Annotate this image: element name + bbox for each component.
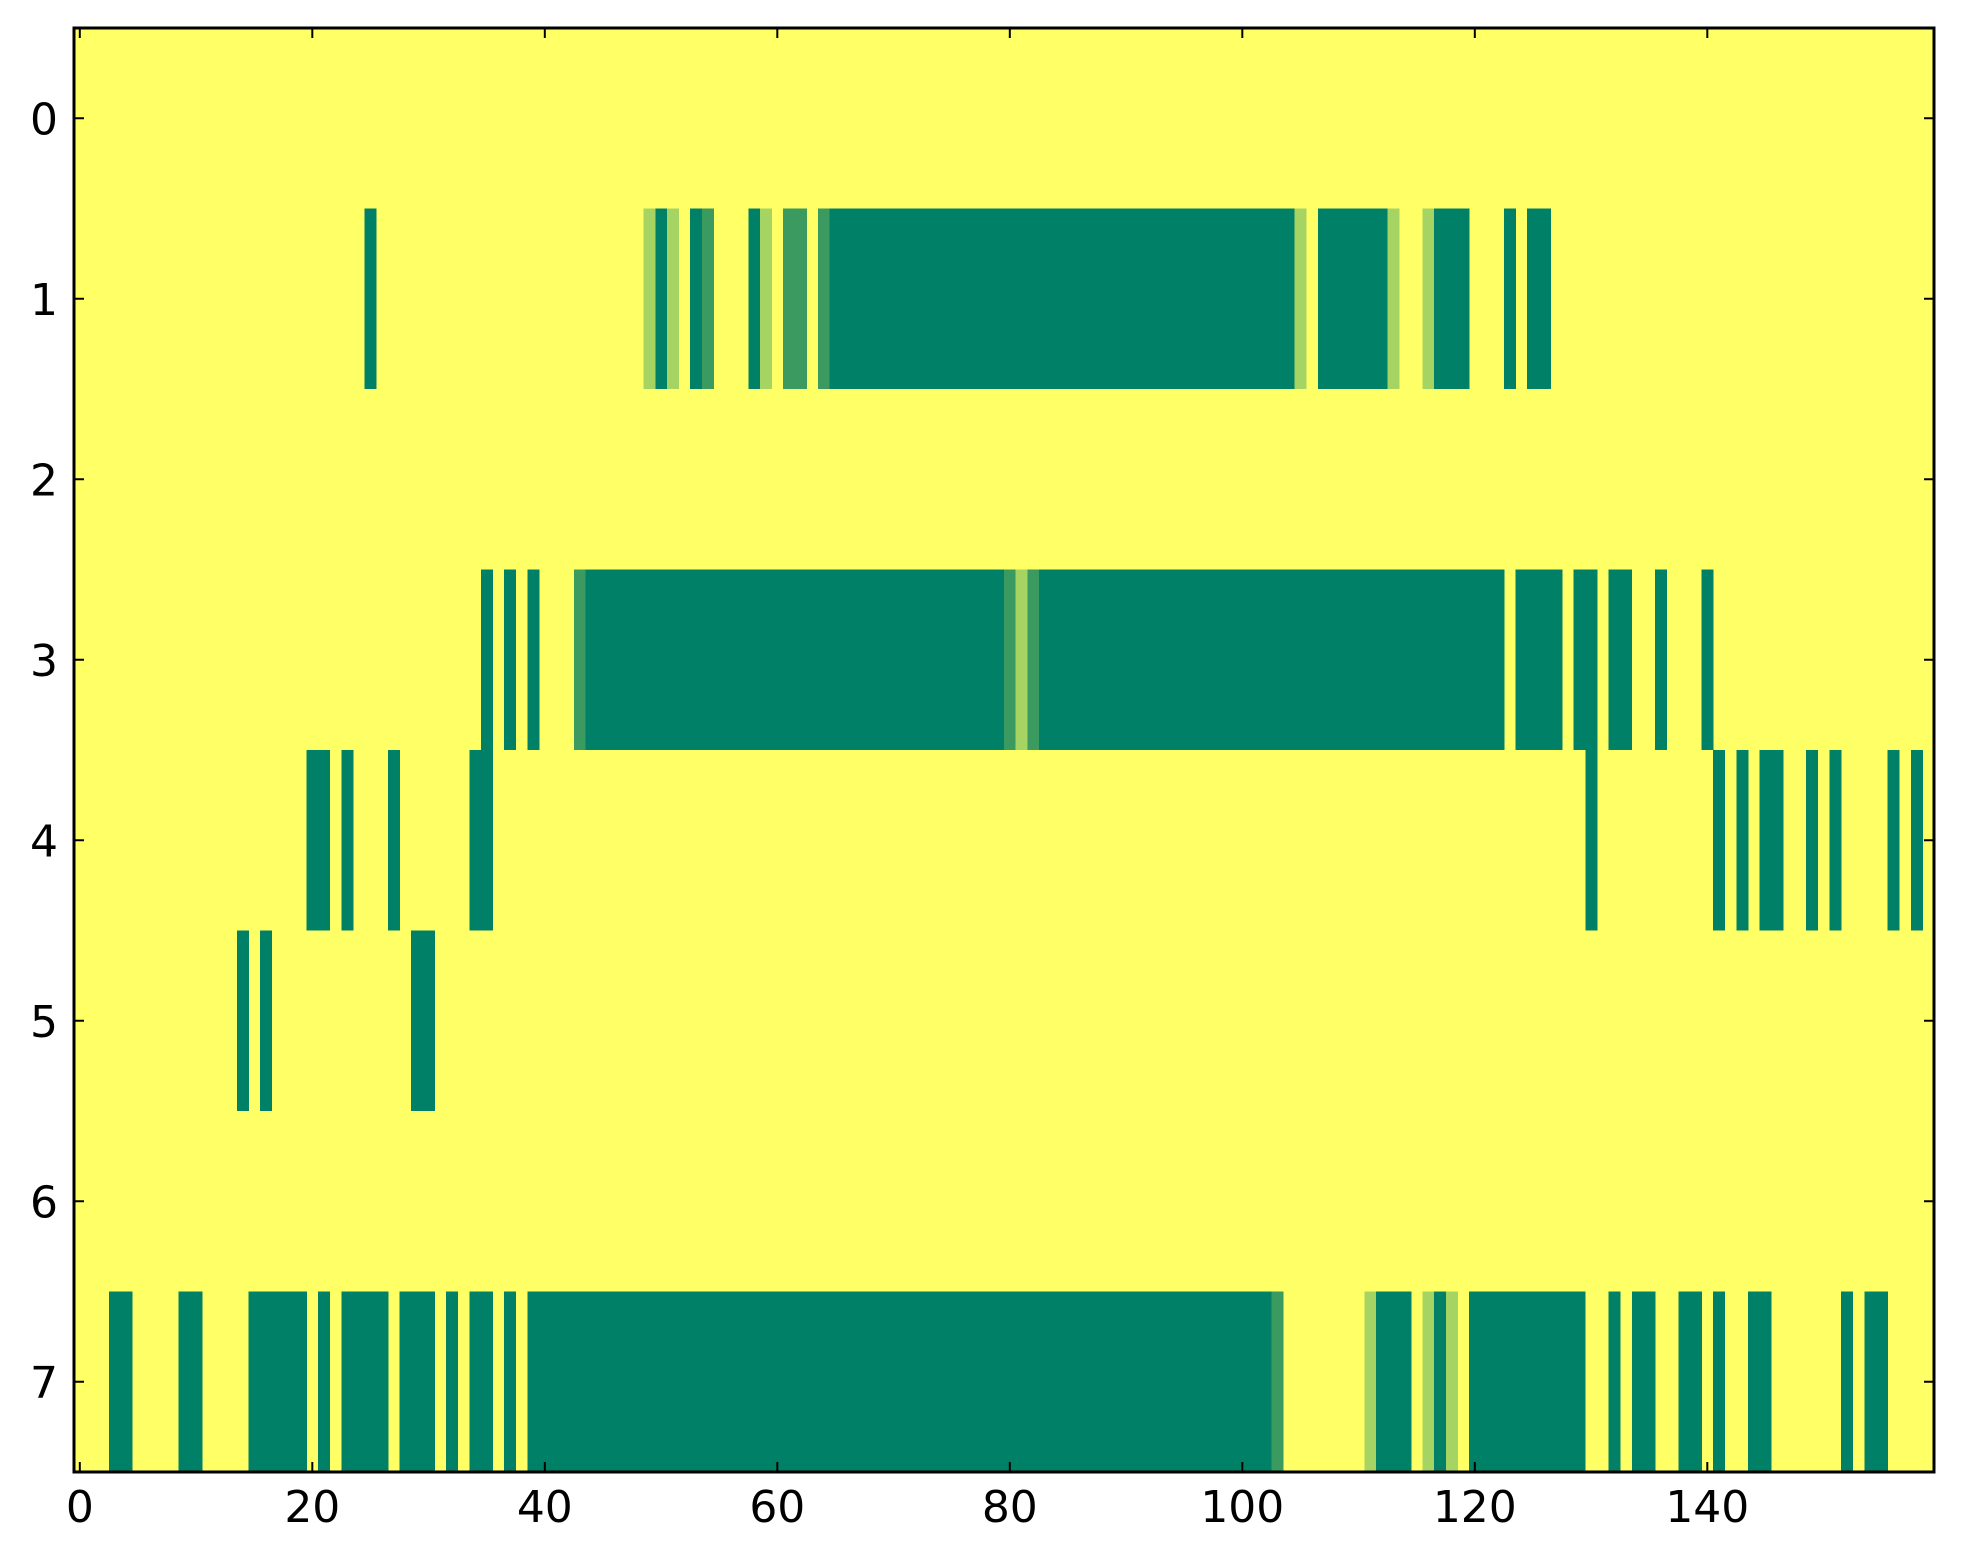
heatmap-cell-row3-39 [527, 569, 540, 750]
heatmap-cell-row7-132 [1608, 1291, 1621, 1472]
heatmap-cell-row3-43 [573, 569, 586, 750]
heatmap-cell-row7-34 [469, 1291, 493, 1472]
heatmap-cell-row7-15 [248, 1291, 307, 1472]
heatmap-cell-row1-50 [655, 208, 668, 389]
heatmap-cell-row1-123 [1503, 208, 1516, 389]
heatmap-cell-row3-132 [1608, 569, 1633, 750]
heatmap-cell-row1-65 [829, 208, 1296, 389]
heatmap-cell-row1-113 [1387, 208, 1400, 389]
heatmap-cell-row4-34 [469, 750, 493, 931]
heatmap-cell-row1-105 [1294, 208, 1307, 389]
heatmap-cell-row7-112 [1376, 1291, 1412, 1472]
heatmap-cell-row7-23 [341, 1291, 389, 1472]
heatmap-cell-row1-49 [643, 208, 656, 389]
heatmap-cell-row1-116 [1422, 208, 1435, 389]
heatmap-cell-row7-141 [1713, 1291, 1726, 1472]
heatmap-cell-row7-120 [1469, 1291, 1586, 1472]
heatmap-cell-row4-23 [341, 750, 354, 931]
heatmap-cell-row1-125 [1527, 208, 1551, 389]
heatmap-cell-row1-107 [1317, 208, 1389, 389]
heatmap-cell-row4-141 [1713, 750, 1726, 931]
heatmap-cell-row1-53 [690, 208, 703, 389]
x-tick-label: 40 [517, 1482, 573, 1533]
heatmap-cell-row4-130 [1585, 750, 1598, 931]
heatmap-cell-row4-27 [387, 750, 400, 931]
heatmap-cell-row1-51 [666, 208, 679, 389]
heatmap-cell-row5-29 [411, 930, 435, 1111]
heatmap-cell-row1-61 [783, 208, 807, 389]
x-tick-label: 140 [1665, 1482, 1749, 1533]
heatmap-cell-row3-44 [585, 569, 1005, 750]
heatmap-cell-row3-81 [1015, 569, 1028, 750]
heatmap-cell-row1-58 [748, 208, 761, 389]
heatmap-cell-row4-149 [1806, 750, 1819, 931]
heatmap-cell-row4-145 [1759, 750, 1784, 931]
heatmap-cell-row7-144 [1748, 1291, 1772, 1472]
heatmap-cell-row7-111 [1364, 1291, 1377, 1472]
x-tick-label: 120 [1433, 1482, 1517, 1533]
heatmap-cell-row1-54 [701, 208, 714, 389]
heatmap-cell-row3-35 [480, 569, 493, 750]
heatmap-cell-row7-21 [318, 1291, 331, 1472]
heatmap-cell-row3-37 [504, 569, 517, 750]
heatmap-cell-row1-64 [818, 208, 831, 389]
heatmap-cell-row7-37 [504, 1291, 517, 1472]
heatmap-cell-row4-158 [1910, 750, 1923, 931]
heatmap-cell-row5-16 [260, 930, 273, 1111]
y-tick-label: 5 [30, 997, 58, 1048]
heatmap-cell-row3-83 [1038, 569, 1505, 750]
heatmap-cell-row1-117 [1434, 208, 1470, 389]
y-tick-label: 0 [30, 94, 58, 145]
x-tick-label: 0 [66, 1482, 94, 1533]
y-tick-label: 4 [30, 816, 58, 867]
heatmap-cell-row3-124 [1515, 569, 1563, 750]
heatmap-cell-row7-3 [108, 1291, 133, 1472]
heatmap-cell-row7-116 [1422, 1291, 1435, 1472]
heatmap-cell-row7-103 [1271, 1291, 1284, 1472]
heatmap-cell-row3-136 [1655, 569, 1668, 750]
heatmap-cell-row7-28 [399, 1291, 435, 1472]
heatmap-cell-row4-20 [306, 750, 331, 931]
heatmap-cell-row7-152 [1841, 1291, 1854, 1472]
heatmap-cell-row4-143 [1736, 750, 1749, 931]
heatmap-cell-row7-118 [1445, 1291, 1458, 1472]
x-tick-label: 100 [1200, 1482, 1284, 1533]
heatmap-cell-row7-32 [446, 1291, 459, 1472]
x-tick-label: 60 [749, 1482, 805, 1533]
y-tick-label: 2 [30, 455, 58, 506]
plot-area [74, 28, 1934, 1472]
heatmap-cell-row1-59 [759, 208, 772, 389]
heatmap-cell-row3-80 [1004, 569, 1017, 750]
heatmap-cell-row7-117 [1434, 1291, 1447, 1472]
heatmap-cell-row3-129 [1573, 569, 1598, 750]
heatmap-cell-row4-151 [1829, 750, 1842, 931]
y-tick-label: 7 [30, 1358, 58, 1409]
heatmap-cell-row7-138 [1678, 1291, 1702, 1472]
y-tick-label: 1 [30, 275, 58, 326]
heatmap-cell-row3-82 [1027, 569, 1040, 750]
heatmap-cell-row7-9 [178, 1291, 203, 1472]
x-tick-label: 80 [982, 1482, 1038, 1533]
y-tick-label: 6 [30, 1177, 58, 1228]
heatmap-cell-row4-156 [1887, 750, 1900, 931]
axes-frame [72, 26, 1936, 1474]
y-tick-label: 3 [30, 636, 58, 687]
heatmap-cell-row7-134 [1631, 1291, 1656, 1472]
heatmap-cell-row7-39 [527, 1291, 1272, 1472]
axis-ticks: 0 20 40 60 80 100 120 140 0 1 2 3 4 5 6 7 [30, 28, 1934, 1533]
heatmap-cell-row1-25 [364, 208, 377, 389]
heatmap-cell-row5-14 [236, 930, 249, 1111]
x-tick-label: 20 [284, 1482, 340, 1533]
heatmap-cell-row3-140 [1701, 569, 1714, 750]
heatmap-cell-row7-154 [1864, 1291, 1888, 1472]
